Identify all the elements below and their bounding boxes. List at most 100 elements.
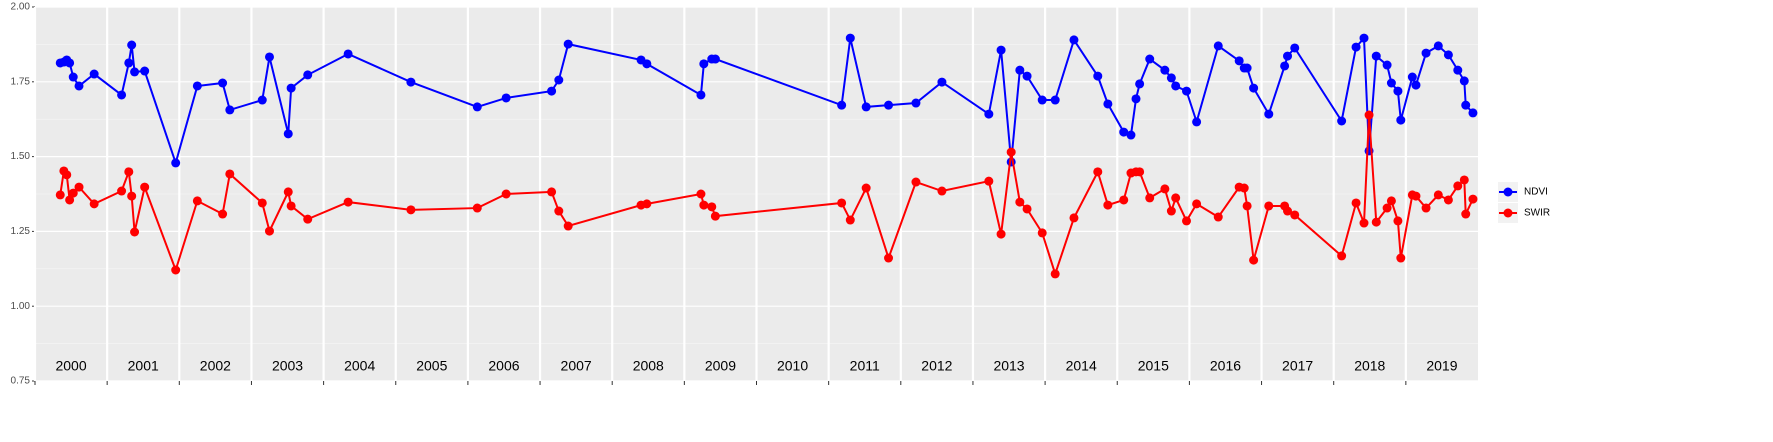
- point: [1182, 216, 1192, 226]
- point: [1371, 51, 1381, 61]
- point: [1093, 71, 1103, 81]
- point: [1461, 100, 1471, 110]
- x-tick-label: 2008: [633, 358, 664, 374]
- point: [1459, 76, 1469, 86]
- point: [884, 100, 894, 110]
- point: [1283, 51, 1293, 61]
- point: [547, 86, 557, 96]
- point: [218, 209, 228, 219]
- x-tick-label: 2013: [993, 358, 1024, 374]
- point: [1242, 201, 1252, 211]
- point: [1337, 251, 1347, 261]
- point: [1411, 80, 1421, 90]
- point: [1396, 115, 1406, 125]
- x-tick-label: 2009: [705, 358, 736, 374]
- point: [1337, 116, 1347, 126]
- point: [1433, 41, 1443, 51]
- point: [218, 78, 228, 88]
- point: [89, 69, 99, 79]
- point: [884, 253, 894, 263]
- point: [171, 158, 181, 168]
- point: [130, 67, 140, 77]
- point: [554, 206, 564, 216]
- point: [710, 211, 720, 221]
- point: [1037, 95, 1047, 105]
- point: [1468, 108, 1478, 118]
- point: [1050, 269, 1060, 279]
- point: [117, 186, 127, 196]
- point: [911, 177, 921, 187]
- point: [1411, 191, 1421, 201]
- point: [1015, 197, 1025, 207]
- x-tick-label: 2015: [1138, 358, 1169, 374]
- point: [911, 98, 921, 108]
- point: [1443, 195, 1453, 205]
- x-tick-label: 2010: [777, 358, 808, 374]
- point: [837, 100, 847, 110]
- point: [1171, 193, 1181, 203]
- point: [1386, 78, 1396, 88]
- point: [1359, 33, 1369, 43]
- point: [861, 102, 871, 112]
- x-tick-label: 2002: [200, 358, 231, 374]
- point: [1351, 42, 1361, 52]
- point: [1160, 184, 1170, 194]
- y-tick-label: 0.75: [11, 376, 31, 387]
- x-tick-label: 2019: [1426, 358, 1457, 374]
- x-tick-label: 2000: [55, 358, 86, 374]
- point: [1242, 63, 1252, 73]
- point: [65, 58, 75, 68]
- point: [861, 183, 871, 193]
- legend-point: [1503, 208, 1513, 218]
- point: [1145, 193, 1155, 203]
- point: [140, 182, 150, 192]
- point: [1396, 253, 1406, 263]
- point: [127, 40, 137, 50]
- point: [1283, 206, 1293, 216]
- point: [845, 33, 855, 43]
- point: [1459, 175, 1469, 185]
- point: [286, 201, 296, 211]
- point: [1359, 218, 1369, 228]
- point: [257, 198, 267, 208]
- point: [563, 39, 573, 49]
- point: [642, 199, 652, 209]
- point: [1166, 206, 1176, 216]
- point: [257, 95, 267, 105]
- point: [1192, 117, 1202, 127]
- point: [837, 198, 847, 208]
- point: [225, 169, 235, 179]
- point: [171, 265, 181, 275]
- x-tick-label: 2014: [1066, 358, 1097, 374]
- point: [1166, 73, 1176, 83]
- x-tick-label: 2005: [416, 358, 447, 374]
- point: [472, 203, 482, 213]
- x-tick-label: 2011: [850, 358, 880, 374]
- point: [1234, 56, 1244, 66]
- point: [1050, 95, 1060, 105]
- point: [1182, 86, 1192, 96]
- point: [192, 196, 202, 206]
- point: [996, 45, 1006, 55]
- point: [1069, 213, 1079, 223]
- point: [1069, 35, 1079, 45]
- point: [283, 187, 293, 197]
- point: [501, 93, 511, 103]
- point: [472, 102, 482, 112]
- point: [1407, 72, 1417, 82]
- point: [707, 202, 717, 212]
- point: [68, 72, 78, 82]
- point: [1371, 217, 1381, 227]
- point: [303, 70, 313, 80]
- point: [1393, 216, 1403, 226]
- point: [1453, 65, 1463, 75]
- point: [1131, 94, 1141, 104]
- x-tick-label: 2004: [344, 358, 375, 374]
- point: [1022, 71, 1032, 81]
- point: [1393, 86, 1403, 96]
- point: [89, 199, 99, 209]
- point: [1249, 255, 1259, 265]
- point: [117, 90, 127, 100]
- point: [554, 75, 564, 85]
- point: [984, 176, 994, 186]
